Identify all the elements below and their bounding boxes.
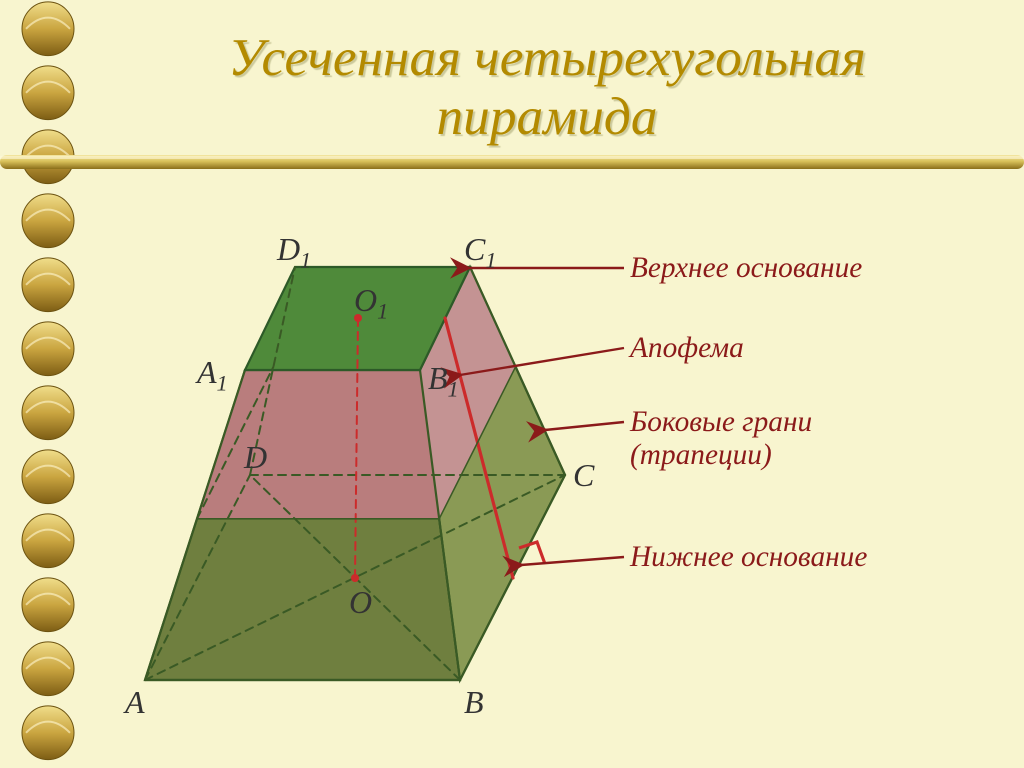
- vertex-label-A1: A1: [197, 354, 228, 396]
- callout-lower_base: Нижнее основание: [630, 541, 867, 574]
- vertex-label-B1: B1: [428, 360, 459, 402]
- vertex-label-D1: D1: [277, 231, 311, 273]
- vertex-label-O: O: [349, 584, 372, 621]
- vertex-label-C1: C1: [464, 231, 497, 273]
- callout-apothem: Апофема: [630, 332, 744, 365]
- callout-side_faces: Боковые грани(трапеции): [630, 406, 812, 472]
- vertex-label-A: A: [125, 684, 145, 721]
- vertex-label-O1: O1: [354, 282, 388, 324]
- diagram-svg: [0, 0, 1024, 768]
- slide-root: Усеченная четырехугольная пирамида ABCDA…: [0, 0, 1024, 768]
- vertex-label-B: B: [464, 684, 484, 721]
- vertex-label-D: D: [244, 439, 267, 476]
- vertex-label-C: C: [573, 457, 594, 494]
- callout-upper_base: Верхнее основание: [630, 252, 862, 285]
